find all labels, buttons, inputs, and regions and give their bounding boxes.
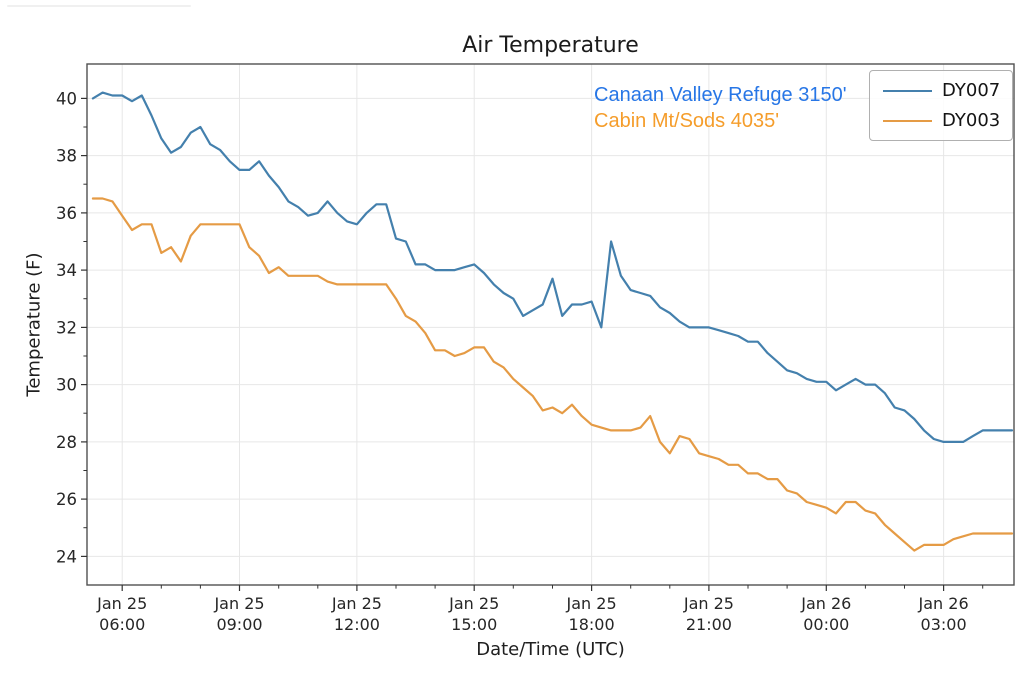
- series-line-dy007: [91, 91, 1014, 443]
- x-tick-label-time: 21:00: [686, 615, 732, 634]
- x-tick-label-date: Jan 25: [213, 594, 264, 613]
- chart-title: Air Temperature: [462, 33, 639, 58]
- x-tick-label-time: 12:00: [334, 615, 380, 634]
- x-tick-label-time: 09:00: [216, 615, 262, 634]
- x-axis-label: Date/Time (UTC): [476, 639, 625, 660]
- y-axis-label: Temperature (F): [23, 252, 45, 397]
- y-tick-label: 34: [56, 261, 77, 280]
- y-tick-label: 36: [56, 204, 77, 223]
- y-tick-label: 40: [56, 89, 77, 108]
- x-tick-label-time: 03:00: [921, 615, 967, 634]
- annotation-dy007-station: Canaan Valley Refuge 3150': [594, 84, 847, 106]
- plot-frame: [86, 63, 1015, 586]
- x-tick-label-date: Jan 25: [331, 594, 382, 613]
- legend-label-dy003: DY003: [942, 110, 1001, 131]
- x-tick-label-time: 15:00: [451, 615, 497, 634]
- y-tick-label: 38: [56, 147, 77, 166]
- legend-entry-dy003: DY003: [870, 110, 1012, 131]
- y-tick-label: 30: [56, 376, 77, 395]
- legend-entry-dy007: DY007: [870, 80, 1012, 101]
- series-line-dy003: [91, 197, 1014, 552]
- x-tick-label-date: Jan 25: [683, 594, 734, 613]
- dy003-line-swatch: [883, 119, 932, 122]
- dy007-line-swatch: [883, 89, 932, 92]
- x-tick-label-date: Jan 25: [566, 594, 617, 613]
- x-tick-label-time: 00:00: [803, 615, 849, 634]
- y-tick-label: 28: [56, 433, 77, 452]
- x-tick-label-date: Jan 26: [918, 594, 969, 613]
- legend-label-dy007: DY007: [942, 80, 1001, 101]
- x-tick-label-date: Jan 26: [800, 594, 851, 613]
- x-tick-label-date: Jan 25: [96, 594, 147, 613]
- annotation-dy003-station: Cabin Mt/Sods 4035': [594, 110, 780, 132]
- y-tick-label: 32: [56, 318, 77, 337]
- y-tick-label: 26: [56, 490, 77, 509]
- legend: DY007 DY003: [869, 70, 1013, 141]
- x-tick-label-time: 06:00: [99, 615, 145, 634]
- window-edge-artifact: [7, 5, 191, 7]
- x-tick-label-time: 18:00: [569, 615, 615, 634]
- y-tick-label: 24: [56, 547, 77, 566]
- x-tick-label-date: Jan 25: [448, 594, 499, 613]
